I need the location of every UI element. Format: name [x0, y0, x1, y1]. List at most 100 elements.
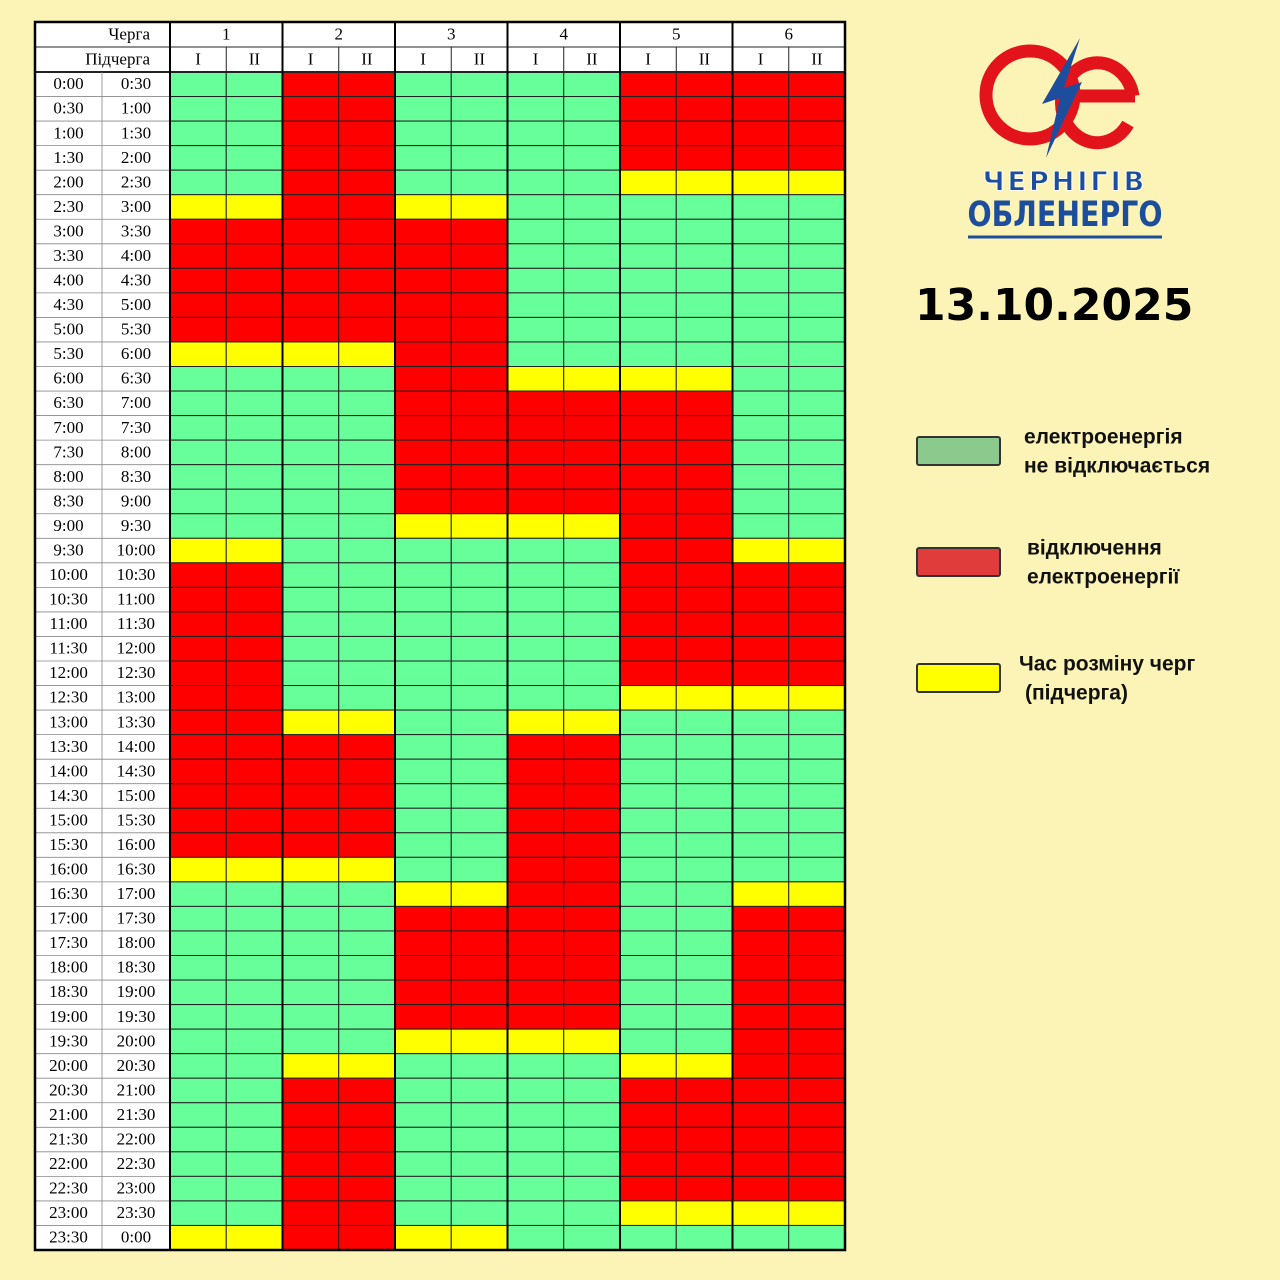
status-cell — [450, 635, 508, 662]
status-cell — [225, 218, 283, 245]
time-from: 7:30 — [53, 442, 83, 461]
status-cell — [507, 439, 565, 466]
status-cell — [225, 120, 283, 147]
status-cell — [788, 537, 846, 564]
logo-bolt — [1042, 38, 1082, 158]
status-cell — [675, 881, 733, 907]
status-cell — [282, 488, 340, 515]
legend-text: Час розміну черг — [1019, 653, 1196, 676]
status-cell — [507, 169, 565, 196]
status-cell — [169, 930, 227, 956]
status-cell — [169, 635, 227, 662]
status-cell — [619, 169, 677, 196]
status-cell — [169, 905, 227, 932]
status-cell — [338, 316, 396, 343]
status-cell — [563, 1200, 621, 1226]
status-cell — [507, 1077, 565, 1104]
status-cell — [619, 464, 677, 490]
status-cell — [788, 1028, 846, 1055]
status-cell — [338, 611, 396, 637]
status-cell — [338, 243, 396, 269]
status-cell — [338, 439, 396, 466]
status-cell — [563, 660, 621, 687]
status-cell — [563, 1053, 621, 1079]
status-cell — [169, 464, 227, 490]
status-cell — [563, 734, 621, 760]
status-cell — [732, 856, 790, 883]
time-to: 9:30 — [121, 516, 151, 535]
status-cell — [788, 1126, 846, 1153]
status-cell — [675, 71, 733, 98]
status-cell — [450, 169, 508, 196]
status-cell — [450, 1151, 508, 1177]
status-cell — [169, 1126, 227, 1153]
status-cell — [225, 341, 283, 368]
status-cell — [169, 513, 227, 539]
status-cell — [788, 930, 846, 956]
status-cell — [563, 1102, 621, 1128]
status-cell — [338, 537, 396, 564]
status-cell — [507, 243, 565, 269]
status-cell — [338, 905, 396, 932]
status-cell — [788, 366, 846, 392]
status-cell — [282, 1126, 340, 1153]
time-to: 13:00 — [117, 688, 156, 707]
status-cell — [169, 71, 227, 98]
status-cell — [507, 635, 565, 662]
status-cell — [732, 758, 790, 785]
time-to: 14:30 — [117, 761, 156, 780]
time-to: 21:30 — [117, 1105, 156, 1124]
time-from: 8:00 — [53, 467, 83, 486]
status-cell — [675, 685, 733, 711]
status-cell — [619, 1102, 677, 1128]
time-from: 9:30 — [53, 540, 83, 559]
status-cell — [450, 96, 508, 122]
time-to: 5:30 — [121, 320, 151, 339]
status-cell — [169, 488, 227, 515]
status-cell — [732, 488, 790, 515]
status-cell — [788, 1224, 846, 1251]
status-cell — [450, 1224, 508, 1251]
status-cell — [225, 366, 283, 392]
status-cell — [619, 635, 677, 662]
status-cell — [225, 439, 283, 466]
status-cell — [675, 1077, 733, 1104]
status-cell — [732, 611, 790, 637]
status-cell — [282, 734, 340, 760]
time-to: 11:30 — [117, 614, 155, 633]
status-cell — [675, 734, 733, 760]
status-cell — [394, 685, 452, 711]
status-cell — [394, 96, 452, 122]
time-to: 12:30 — [117, 663, 156, 682]
status-cell — [732, 783, 790, 809]
status-cell — [732, 586, 790, 613]
status-cell — [507, 832, 565, 858]
status-cell — [338, 96, 396, 122]
status-cell — [338, 120, 396, 147]
status-cell — [675, 96, 733, 122]
time-from: 21:30 — [49, 1129, 88, 1148]
status-cell — [507, 709, 565, 736]
time-to: 8:00 — [121, 442, 151, 461]
status-cell — [169, 292, 227, 318]
time-from: 3:30 — [53, 246, 83, 265]
status-cell — [169, 562, 227, 588]
status-cell — [563, 905, 621, 932]
status-cell — [450, 488, 508, 515]
status-cell — [675, 1200, 733, 1226]
status-cell — [169, 537, 227, 564]
time-from: 19:00 — [49, 1007, 88, 1026]
status-cell — [619, 316, 677, 343]
status-cell — [169, 807, 227, 834]
subqueue-number: II — [474, 49, 486, 68]
time-from: 0:00 — [53, 74, 83, 93]
status-cell — [450, 783, 508, 809]
status-cell — [563, 709, 621, 736]
status-cell — [788, 807, 846, 834]
status-cell — [619, 96, 677, 122]
status-cell — [507, 267, 565, 294]
status-cell — [675, 856, 733, 883]
time-to: 7:00 — [121, 393, 151, 412]
status-cell — [282, 96, 340, 122]
